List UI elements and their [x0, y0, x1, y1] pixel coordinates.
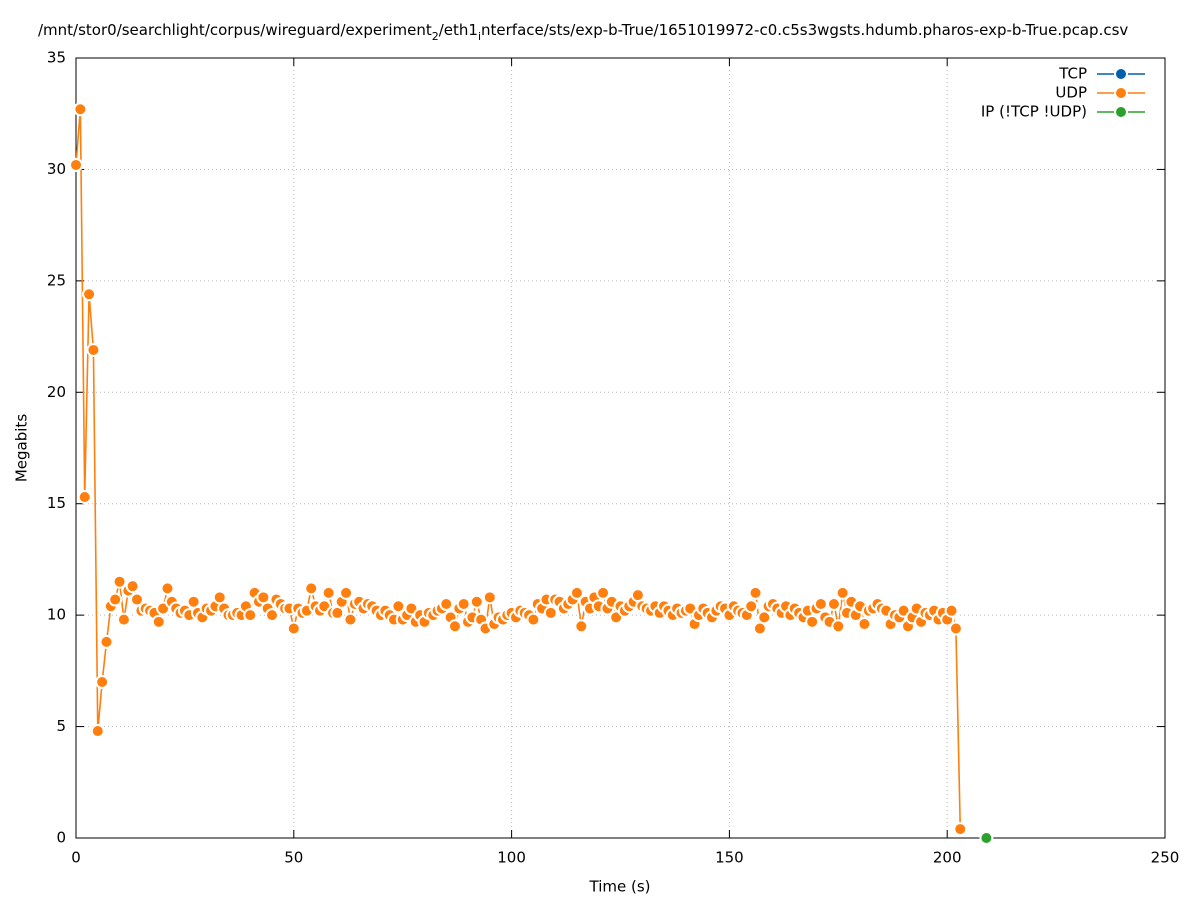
y-tick-label: 15 [47, 494, 66, 512]
data-point [304, 581, 319, 596]
y-tick-label: 10 [47, 606, 66, 624]
data-point [748, 585, 763, 600]
legend-marker [1114, 86, 1128, 100]
data-point [391, 599, 406, 614]
data-point [813, 597, 828, 611]
data-point [99, 634, 114, 649]
y-tick-label: 0 [56, 829, 66, 847]
data-point [447, 619, 462, 634]
legend-marker [1114, 67, 1128, 81]
y-tick-label: 20 [47, 383, 66, 401]
x-tick-label: 50 [284, 849, 303, 867]
data-point [286, 621, 301, 636]
data-point [108, 592, 123, 607]
data-point [979, 831, 994, 845]
data-point [77, 490, 92, 505]
data-point [69, 157, 83, 172]
data-point [160, 581, 175, 596]
x-tick-label: 150 [715, 849, 744, 867]
data-point [469, 594, 484, 609]
x-tick-label: 100 [497, 849, 526, 867]
data-point [835, 585, 850, 600]
x-tick-label: 200 [933, 849, 962, 867]
title-part: i [478, 30, 481, 43]
x-axis-label: Time (s) [589, 878, 651, 896]
data-point [265, 608, 280, 623]
data-point [95, 675, 110, 689]
plot-border [75, 57, 1166, 839]
data-point [116, 612, 131, 627]
data-point [482, 590, 497, 605]
data-point [857, 617, 872, 632]
data-point [321, 585, 336, 600]
legend-label: UDP [1055, 84, 1087, 102]
y-tick-label: 25 [47, 271, 66, 289]
title-part: nterface/sts/exp-b-True/1651019972-c0.c5… [481, 21, 1128, 39]
y-tick-label: 30 [47, 160, 66, 178]
data-point [151, 614, 166, 629]
title-part: 2 [432, 30, 439, 43]
data-point [90, 724, 105, 739]
data-point [744, 599, 759, 614]
data-point [82, 287, 97, 302]
y-axis-label: Megabits [13, 414, 31, 482]
title-part: /mnt/stor0/searchlight/corpus/wireguard/… [38, 21, 432, 39]
legend-label: TCP [1058, 65, 1087, 83]
legend-marker [1114, 105, 1128, 119]
data-point [596, 585, 611, 600]
y-tick-label: 35 [47, 49, 66, 67]
data-point [805, 614, 820, 629]
data-point [243, 608, 258, 623]
legend-label: IP (!TCP !UDP) [981, 103, 1087, 121]
chart-title: /mnt/stor0/searchlight/corpus/wireguard/… [38, 21, 1128, 43]
data-point [543, 605, 558, 620]
data-point [526, 612, 541, 627]
data-point [112, 574, 127, 589]
data-point [456, 597, 471, 611]
title-part: /eth1 [439, 21, 478, 39]
data-point [343, 612, 358, 627]
data-point [948, 621, 963, 636]
data-point [944, 603, 959, 618]
data-point [439, 597, 454, 611]
data-point [125, 579, 140, 594]
data-point [953, 822, 968, 837]
data-point [826, 597, 841, 611]
data-point [86, 342, 101, 357]
data-point [569, 585, 584, 600]
data-point [73, 102, 88, 117]
data-point [574, 619, 589, 634]
x-tick-label: 0 [71, 849, 81, 867]
y-tick-label: 5 [56, 717, 66, 735]
x-tick-label: 250 [1151, 849, 1180, 867]
data-point [339, 585, 354, 600]
data-point [831, 619, 846, 634]
